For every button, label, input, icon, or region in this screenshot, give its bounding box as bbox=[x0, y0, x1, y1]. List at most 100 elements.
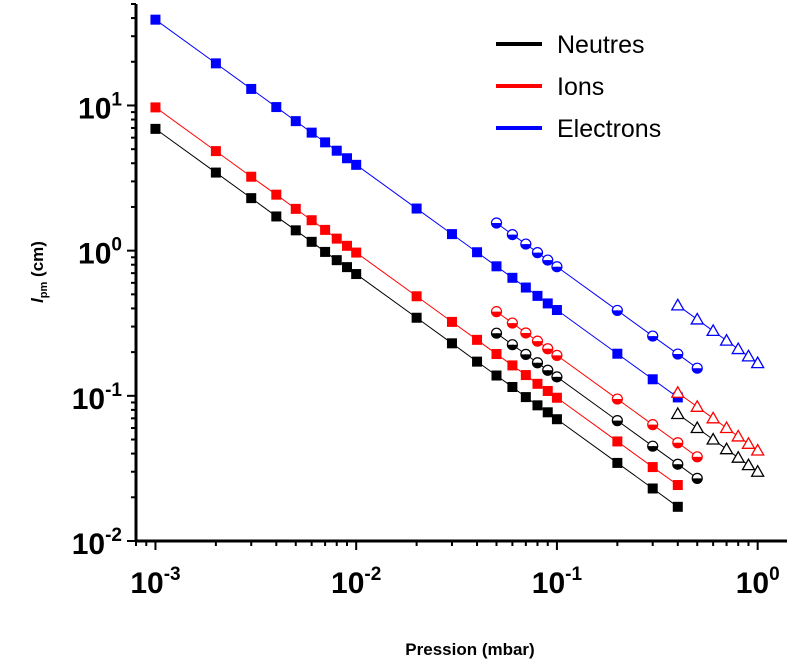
data-point-square bbox=[532, 290, 543, 301]
data-point-half-circle bbox=[611, 304, 623, 317]
y-axis-title: lpm (cm) bbox=[28, 241, 50, 303]
data-point-square bbox=[672, 480, 683, 491]
data-point-half-circle bbox=[531, 247, 544, 259]
data-point-half-circle bbox=[542, 343, 554, 355]
data-point-half-circle bbox=[672, 458, 684, 470]
data-point-open-triangle bbox=[731, 429, 746, 442]
data-point-half-circle bbox=[490, 217, 503, 229]
data-point-square bbox=[290, 116, 301, 127]
x-tick-exponent: -1 bbox=[565, 564, 582, 585]
data-point-half-circle bbox=[531, 357, 544, 369]
data-point-square bbox=[342, 153, 353, 164]
series-line bbox=[496, 332, 698, 479]
data-point-half-circle bbox=[647, 419, 659, 431]
y-tick-base: 10 bbox=[78, 238, 111, 271]
data-point-square bbox=[331, 255, 342, 266]
axes bbox=[134, 4, 787, 543]
data-point-square bbox=[551, 305, 562, 316]
y-axis-title-main: l bbox=[28, 297, 47, 303]
data-point-half-circle bbox=[520, 348, 532, 360]
data-point-open-triangle bbox=[750, 443, 765, 456]
y-tick-exponent: 1 bbox=[111, 89, 122, 110]
data-point-open-triangle bbox=[706, 323, 721, 337]
data-point-half-circle bbox=[506, 317, 518, 329]
legend-label: Neutres bbox=[557, 31, 645, 59]
data-point-open-triangle bbox=[741, 436, 756, 449]
data-point-square bbox=[331, 233, 342, 244]
data-point-square bbox=[612, 457, 623, 468]
data-point-square bbox=[271, 211, 282, 222]
data-point-square bbox=[331, 145, 342, 156]
series-line bbox=[496, 311, 698, 458]
data-point-square bbox=[520, 370, 531, 381]
data-point-square bbox=[491, 370, 502, 381]
data-point-open-triangle bbox=[670, 385, 685, 398]
data-point-square bbox=[306, 127, 317, 138]
data-point-square bbox=[491, 261, 502, 272]
data-point-square bbox=[551, 392, 562, 403]
y-tick-base: 10 bbox=[72, 528, 105, 561]
data-point-square bbox=[290, 225, 301, 236]
y-tick-exponent: 0 bbox=[111, 235, 122, 256]
data-point-square bbox=[612, 348, 623, 359]
data-point-half-circle bbox=[672, 437, 684, 449]
series-lines bbox=[155, 19, 758, 508]
data-point-square bbox=[551, 414, 562, 425]
data-point-square bbox=[491, 349, 502, 360]
data-point-half-circle bbox=[691, 362, 703, 374]
data-point-half-circle bbox=[506, 339, 518, 351]
x-tick-base: 10 bbox=[736, 567, 769, 600]
data-point-square bbox=[542, 298, 553, 309]
data-point-open-triangle bbox=[750, 355, 765, 369]
data-point-open-triangle bbox=[670, 406, 685, 420]
data-point-square bbox=[446, 316, 457, 327]
data-point-open-triangle bbox=[690, 312, 705, 325]
x-ticks: 10-3 10-2 10-1 100 bbox=[130, 541, 780, 600]
x-tick-label: 100 bbox=[736, 564, 780, 600]
legend-label: Ions bbox=[557, 73, 604, 101]
y-tick-label: 10-1 bbox=[72, 380, 123, 416]
y-tick-exponent: -1 bbox=[105, 380, 122, 401]
data-point-square bbox=[542, 407, 553, 418]
data-point-open-triangle bbox=[741, 349, 756, 362]
data-point-square bbox=[672, 501, 683, 512]
data-point-square bbox=[320, 224, 331, 235]
x-tick-label: 10-3 bbox=[130, 564, 180, 600]
data-point-square bbox=[507, 272, 518, 283]
x-tick-label: 10-2 bbox=[331, 564, 381, 600]
data-point-square bbox=[320, 246, 331, 257]
data-point-square bbox=[342, 262, 353, 273]
data-point-open-triangle bbox=[690, 399, 705, 412]
data-point-square bbox=[306, 236, 317, 247]
data-point-half-circle bbox=[611, 415, 623, 427]
data-point-half-circle bbox=[672, 348, 684, 360]
data-point-square bbox=[351, 247, 362, 258]
data-point-square bbox=[320, 137, 331, 148]
data-point-half-circle bbox=[520, 327, 532, 339]
data-point-open-triangle bbox=[706, 432, 721, 445]
data-point-square bbox=[532, 400, 543, 411]
data-point-open-triangle bbox=[719, 420, 734, 434]
data-point-square bbox=[532, 378, 543, 389]
data-point-square bbox=[542, 385, 553, 396]
x-tick-exponent: -2 bbox=[364, 564, 381, 585]
data-point-half-circle bbox=[647, 440, 659, 452]
y-tick-label: 100 bbox=[78, 235, 122, 271]
data-point-square bbox=[306, 215, 317, 226]
data-point-square bbox=[246, 193, 257, 204]
data-point-square bbox=[647, 374, 658, 385]
data-point-square bbox=[612, 436, 623, 447]
x-tick-base: 10 bbox=[331, 567, 364, 600]
data-point-open-triangle bbox=[741, 457, 756, 471]
data-point-square bbox=[150, 14, 161, 25]
data-point-half-circle bbox=[647, 330, 659, 342]
legend: Neutres Ions Electrons bbox=[496, 31, 661, 143]
data-point-open-triangle bbox=[719, 333, 734, 346]
data-point-square bbox=[351, 269, 362, 280]
data-point-square bbox=[246, 171, 257, 182]
data-point-half-circle bbox=[611, 393, 623, 405]
data-point-square bbox=[472, 247, 483, 258]
data-point-square bbox=[351, 159, 362, 170]
